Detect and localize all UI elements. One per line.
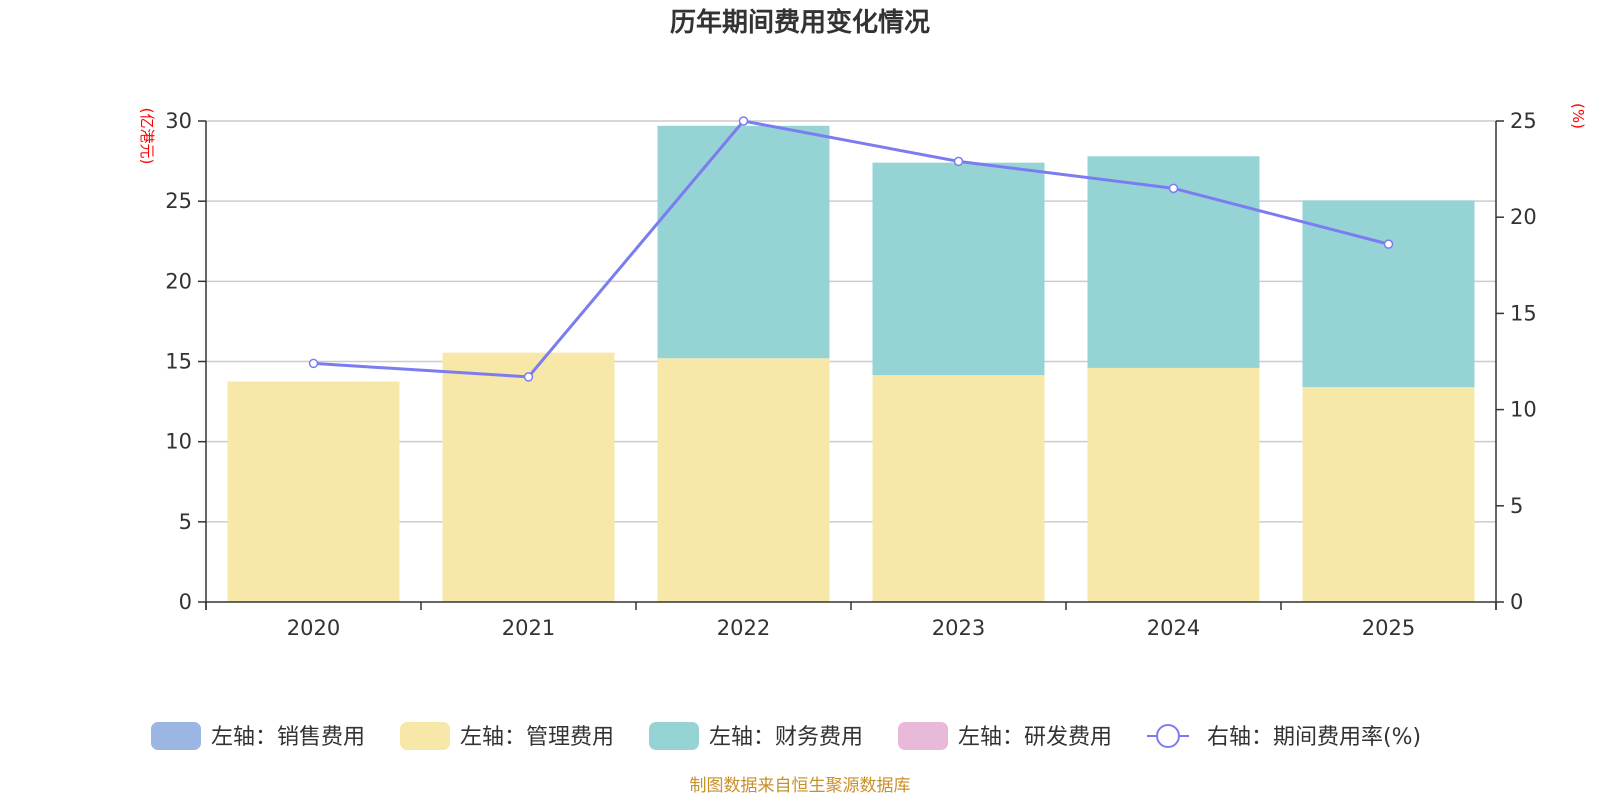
rate-point[interactable] (738, 116, 749, 126)
left-axis-tick-label: 0 (179, 590, 192, 614)
left-axis-tick-label: 15 (165, 350, 192, 374)
bar-segment (1087, 367, 1260, 602)
legend-swatch (151, 722, 201, 750)
right-axis-tick-label: 0 (1510, 590, 1523, 614)
legend-label: 左轴：财务费用 (709, 725, 863, 750)
legend-label: 左轴：管理费用 (460, 725, 614, 750)
bar-segment (872, 162, 1045, 376)
legend-swatch (898, 722, 948, 750)
right-axis-tick-label: 25 (1510, 109, 1537, 133)
left-axis-tick-label: 25 (165, 189, 192, 213)
x-axis-tick-label: 2022 (717, 616, 770, 640)
right-axis-tick-label: 5 (1510, 494, 1523, 518)
rate-point[interactable] (953, 156, 964, 167)
source-note: 制图数据来自恒生聚源数据库 (690, 776, 911, 796)
left-axis-tick-label: 10 (165, 430, 192, 454)
right-axis-tick-label: 10 (1510, 398, 1537, 422)
gridlines (206, 120, 1496, 523)
x-axis-tick-label: 2025 (1362, 616, 1415, 640)
right-axis-tick-label: 15 (1510, 301, 1537, 325)
legend-label: 左轴：销售费用 (211, 725, 365, 750)
legend-item[interactable]: 右轴：期间费用率(%) (1147, 724, 1421, 750)
left-axis-tick-label: 5 (179, 510, 192, 534)
legend-label: 右轴：期间费用率(%) (1207, 725, 1421, 750)
x-axis-tick-label: 2024 (1147, 616, 1200, 640)
bar-segment (442, 352, 615, 602)
right-axis-unit: (%) (1569, 103, 1587, 129)
left-axis-tick-label: 20 (165, 269, 192, 293)
x-axis-tick-label: 2021 (502, 616, 555, 640)
legend-item[interactable]: 左轴：销售费用 (151, 722, 365, 750)
legend-item[interactable]: 左轴：管理费用 (400, 722, 614, 750)
left-axis-unit: (亿港元) (138, 108, 156, 165)
rate-line (308, 116, 1394, 382)
legend-item[interactable]: 左轴：研发费用 (898, 722, 1112, 750)
right-axis-tick-label: 20 (1510, 205, 1537, 229)
bar-segment (872, 375, 1045, 602)
legend-marker (1156, 724, 1180, 748)
bar-segment (1302, 200, 1475, 388)
bar-segment (657, 125, 830, 359)
rate-line-path (313, 119, 1389, 379)
left-axis-tick-label: 30 (165, 109, 192, 133)
legend-swatch (400, 722, 450, 750)
legend-label: 左轴：研发费用 (958, 725, 1112, 750)
bar-segment (1302, 387, 1475, 602)
bar-segment (657, 358, 830, 602)
x-axis-tick-label: 2023 (932, 616, 985, 640)
rate-point[interactable] (1168, 183, 1179, 194)
legend[interactable]: 左轴：销售费用 左轴：管理费用 左轴：财务费用 左轴：研发费用 右轴：期间费用率(%) (151, 722, 1421, 750)
chart-title: 历年期间费用变化情况 (670, 7, 930, 38)
bar-segment (227, 381, 400, 602)
rate-point[interactable] (523, 372, 534, 382)
legend-swatch (649, 722, 699, 750)
rate-point[interactable] (308, 358, 319, 369)
rate-point[interactable] (1383, 239, 1394, 249)
x-axis-tick-label: 2020 (287, 616, 340, 640)
bars (227, 125, 1475, 602)
legend-item[interactable]: 左轴：财务费用 (649, 722, 863, 750)
